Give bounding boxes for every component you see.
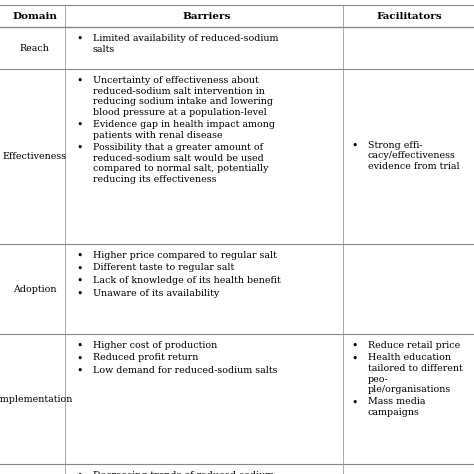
Text: blood pressure at a population-level: blood pressure at a population-level <box>93 108 267 117</box>
Text: reduced-sodium salt would be used: reduced-sodium salt would be used <box>93 154 264 163</box>
Text: Barriers: Barriers <box>182 11 231 20</box>
Text: •: • <box>77 341 83 351</box>
Text: Reduce retail price: Reduce retail price <box>368 341 460 350</box>
Text: Higher cost of production: Higher cost of production <box>93 341 217 350</box>
Text: Limited availability of reduced-sodium: Limited availability of reduced-sodium <box>93 34 279 43</box>
Text: •: • <box>77 264 83 273</box>
Text: •: • <box>77 76 83 86</box>
Text: tailored to different: tailored to different <box>368 364 463 373</box>
Text: Mass media: Mass media <box>368 398 426 407</box>
Text: Low demand for reduced-sodium salts: Low demand for reduced-sodium salts <box>93 366 277 375</box>
Text: Facilitators: Facilitators <box>377 11 442 20</box>
Text: Higher price compared to regular salt: Higher price compared to regular salt <box>93 251 277 260</box>
Text: Decreasing trends of reduced-sodium: Decreasing trends of reduced-sodium <box>93 471 274 474</box>
Text: •: • <box>77 354 83 364</box>
Text: •: • <box>77 120 83 130</box>
Text: Strong effi-: Strong effi- <box>368 141 423 150</box>
Text: cacy/effectiveness: cacy/effectiveness <box>368 151 456 160</box>
Text: •: • <box>77 471 83 474</box>
Text: salts: salts <box>93 45 115 54</box>
Text: Possibility that a greater amount of: Possibility that a greater amount of <box>93 143 263 152</box>
Text: Uncertainty of effectiveness about: Uncertainty of effectiveness about <box>93 76 259 85</box>
Text: Implementation: Implementation <box>0 394 73 403</box>
Text: Health education: Health education <box>368 354 451 363</box>
Text: peo-: peo- <box>368 374 389 383</box>
Text: Domain: Domain <box>12 11 57 20</box>
Text: •: • <box>77 289 83 299</box>
Text: •: • <box>77 34 83 44</box>
Text: reduced-sodium salt intervention in: reduced-sodium salt intervention in <box>93 86 265 95</box>
Text: ple/organisations: ple/organisations <box>368 385 451 394</box>
Text: •: • <box>352 341 358 351</box>
Text: •: • <box>77 366 83 376</box>
Text: Adoption: Adoption <box>13 284 56 293</box>
Text: reducing its effectiveness: reducing its effectiveness <box>93 174 217 183</box>
Text: Unaware of its availability: Unaware of its availability <box>93 289 219 298</box>
Text: •: • <box>77 143 83 153</box>
Text: •: • <box>352 354 358 364</box>
Text: Evidence gap in health impact among: Evidence gap in health impact among <box>93 120 275 129</box>
Text: •: • <box>77 251 83 261</box>
Text: •: • <box>352 398 358 408</box>
Text: campaigns: campaigns <box>368 408 420 417</box>
Text: compared to normal salt, potentially: compared to normal salt, potentially <box>93 164 268 173</box>
Text: reducing sodium intake and lowering: reducing sodium intake and lowering <box>93 97 273 106</box>
Text: patients with renal disease: patients with renal disease <box>93 130 223 139</box>
Text: evidence from trial: evidence from trial <box>368 162 460 171</box>
Text: Reach: Reach <box>19 44 49 53</box>
Text: Reduced profit return: Reduced profit return <box>93 354 199 363</box>
Text: Different taste to regular salt: Different taste to regular salt <box>93 264 234 273</box>
Text: •: • <box>77 276 83 286</box>
Text: Effectiveness: Effectiveness <box>2 152 66 161</box>
Text: •: • <box>352 141 358 151</box>
Text: Lack of knowledge of its health benefit: Lack of knowledge of its health benefit <box>93 276 281 285</box>
